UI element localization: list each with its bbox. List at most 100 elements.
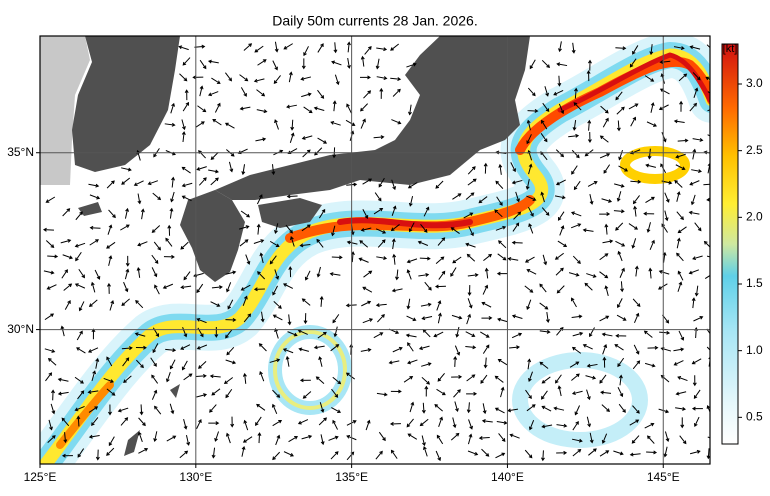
vector-arrow bbox=[675, 391, 687, 396]
vector-arrow bbox=[437, 312, 442, 324]
vector-arrow bbox=[407, 433, 418, 440]
vector-arrow bbox=[468, 419, 473, 430]
vector-arrow bbox=[706, 44, 710, 49]
vector-arrow bbox=[238, 225, 250, 230]
vector-arrow bbox=[151, 374, 159, 384]
vector-arrow bbox=[207, 59, 219, 64]
vector-arrow bbox=[615, 222, 624, 231]
vector-arrow bbox=[95, 357, 100, 369]
vector-arrow bbox=[421, 435, 426, 447]
vector-arrow bbox=[288, 71, 293, 83]
vector-arrow bbox=[528, 163, 533, 175]
vector-arrow bbox=[283, 283, 294, 289]
current-field bbox=[40, 36, 710, 464]
vector-arrow bbox=[395, 269, 399, 281]
vector-arrow bbox=[208, 421, 220, 426]
vector-arrow bbox=[133, 180, 144, 186]
vector-arrow bbox=[230, 416, 235, 428]
vector-arrow bbox=[123, 281, 129, 293]
vector-arrow bbox=[332, 100, 337, 112]
vector-arrow bbox=[604, 285, 609, 296]
vector-arrow bbox=[272, 451, 281, 461]
vector-arrow bbox=[240, 87, 247, 97]
land-shikoku bbox=[258, 198, 322, 228]
vector-arrow bbox=[240, 284, 251, 291]
vector-arrow bbox=[466, 313, 472, 325]
vector-arrow bbox=[450, 227, 460, 234]
vector-arrow bbox=[525, 389, 532, 400]
vector-arrow bbox=[390, 43, 400, 51]
vector-arrow bbox=[318, 356, 323, 367]
vector-arrow bbox=[223, 377, 234, 385]
vector-arrow bbox=[558, 103, 565, 115]
vector-arrow bbox=[154, 405, 162, 415]
vector-arrow bbox=[691, 169, 702, 174]
vector-arrow bbox=[136, 359, 144, 369]
vector-arrow bbox=[497, 358, 508, 366]
vector-arrow bbox=[693, 315, 704, 322]
vector-arrow bbox=[511, 314, 523, 320]
vector-arrow bbox=[255, 137, 267, 142]
vector-arrow bbox=[571, 346, 582, 354]
vector-arrow bbox=[150, 357, 157, 367]
vector-arrow bbox=[91, 417, 99, 427]
vector-arrow bbox=[389, 421, 401, 426]
vector-arrow bbox=[526, 134, 532, 145]
vector-arrow bbox=[599, 153, 611, 159]
vector-arrow bbox=[226, 346, 235, 356]
vector-arrow bbox=[197, 105, 207, 113]
vector-arrow bbox=[362, 209, 369, 219]
vector-arrow bbox=[47, 254, 59, 259]
vector-arrow bbox=[360, 103, 369, 112]
vector-arrow bbox=[421, 362, 432, 367]
vector-arrow bbox=[88, 406, 99, 413]
vector-arrow bbox=[468, 226, 474, 237]
vector-arrow bbox=[211, 77, 221, 84]
vector-arrow bbox=[526, 119, 531, 131]
vector-arrow bbox=[632, 195, 640, 205]
vector-arrow bbox=[243, 419, 249, 431]
vector-arrow bbox=[74, 376, 84, 384]
vector-arrow bbox=[664, 210, 669, 222]
vector-arrow bbox=[196, 166, 207, 171]
vector-arrow bbox=[360, 227, 372, 232]
vector-arrow bbox=[573, 102, 582, 111]
vector-arrow bbox=[269, 358, 281, 363]
vector-arrow bbox=[181, 195, 192, 202]
vector-arrow bbox=[421, 316, 433, 321]
vector-arrow bbox=[644, 422, 655, 429]
vector-arrow bbox=[587, 181, 598, 187]
vector-arrow bbox=[239, 74, 249, 82]
vector-arrow bbox=[481, 448, 490, 457]
vector-arrow bbox=[373, 332, 384, 339]
vector-arrow bbox=[140, 208, 145, 220]
vector-arrow bbox=[615, 333, 627, 338]
vector-arrow bbox=[511, 240, 523, 245]
vector-arrow bbox=[134, 332, 146, 337]
vector-arrow bbox=[256, 223, 261, 235]
vector-arrow bbox=[181, 119, 186, 131]
vector-arrow bbox=[78, 268, 85, 279]
vector-arrow bbox=[529, 59, 536, 70]
vector-arrow bbox=[424, 281, 432, 291]
vector-arrow bbox=[286, 104, 297, 109]
vector-arrow bbox=[283, 451, 294, 457]
vector-arrow bbox=[184, 89, 189, 101]
vector-arrow bbox=[465, 331, 476, 338]
vector-arrow bbox=[301, 92, 312, 98]
vector-arrow bbox=[568, 133, 580, 138]
title: Daily 50m currents 28 Jan. 2026. bbox=[272, 13, 477, 29]
vector-arrow bbox=[649, 44, 654, 56]
vector-arrow bbox=[183, 418, 188, 430]
vector-arrow bbox=[256, 109, 268, 114]
vector-arrow bbox=[589, 432, 594, 444]
vector-arrow bbox=[363, 270, 373, 278]
x-tick-label: 135°E bbox=[335, 470, 368, 484]
current-fastest bbox=[337, 217, 473, 229]
vector-arrow bbox=[61, 453, 73, 458]
vector-arrow bbox=[57, 377, 69, 382]
vector-arrow bbox=[434, 284, 446, 289]
vector-arrow bbox=[659, 60, 671, 65]
vector-arrow bbox=[121, 177, 131, 185]
vector-arrow bbox=[604, 223, 609, 235]
